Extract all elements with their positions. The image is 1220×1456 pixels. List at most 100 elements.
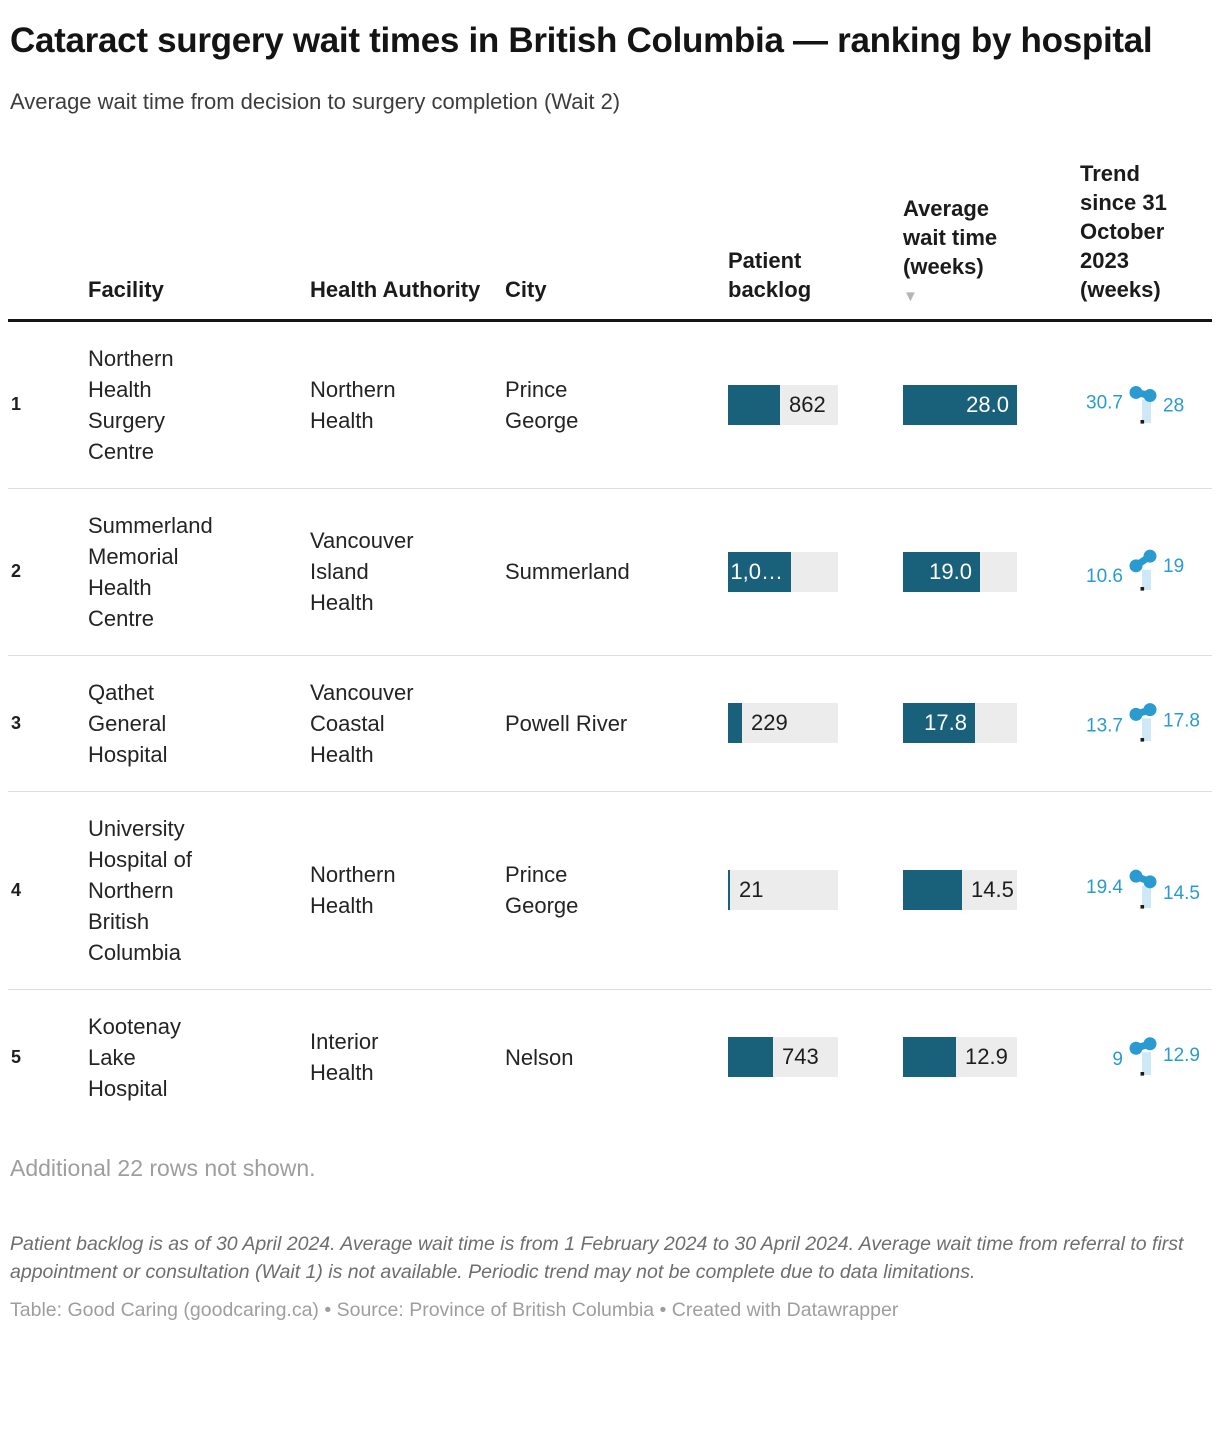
trend-sparkline-icon (1129, 385, 1157, 424)
patient-backlog-value: 862 (789, 391, 826, 417)
credits-text: Table: Good Caring (goodcaring.ca) • Sou… (10, 1299, 899, 1322)
header-patient-backlog[interactable]: Patient backlog (728, 247, 812, 302)
table-row: 2 Summerland Memorial Health Centre Vanc… (8, 489, 1212, 656)
patient-backlog-bar: 1,0… (728, 551, 838, 592)
average-wait-value: 28.0 (966, 391, 1009, 417)
health-authority-cell: Northern Health (310, 376, 396, 433)
facility-cell: Northern Health Surgery Centre (88, 345, 174, 464)
header-health-authority[interactable]: Health Authority (310, 276, 481, 302)
city-cell: Powell River (505, 710, 628, 736)
average-wait-value: 19.0 (929, 558, 972, 584)
trend-start-value: 19.4 (1086, 876, 1123, 898)
average-wait-bar-fill (903, 1037, 956, 1078)
patient-backlog-bar: 862 (728, 384, 838, 425)
sort-descending-icon[interactable]: ▼ (903, 287, 918, 305)
health-authority-cell: Interior Health (310, 1029, 379, 1086)
average-wait-bar-fill (903, 551, 980, 592)
average-wait-value: 17.8 (924, 710, 967, 736)
patient-backlog-cell: 743 (728, 1037, 903, 1078)
table-header-row: Facility Health Authority City Patient b… (8, 159, 1212, 322)
header-average-wait-time[interactable]: Average wait time (weeks) ▼ (903, 194, 1080, 304)
datawrapper-table-page: Cataract surgery wait times in British C… (8, 21, 1212, 1322)
table-row: 3 Qathet General Hospital Vancouver Coas… (8, 656, 1212, 792)
city-cell: Nelson (505, 1044, 574, 1070)
header-facility[interactable]: Facility (88, 276, 164, 302)
table-row: 4 University Hospital of Northern Britis… (8, 792, 1212, 990)
average-wait-bar-fill (903, 870, 962, 911)
trend-sparkline-icon (1129, 1037, 1157, 1076)
table-body: 1 Northern Health Surgery Centre Norther… (8, 322, 1212, 1125)
patient-backlog-cell: 862 (728, 384, 903, 425)
facility-cell: Kootenay Lake Hospital (88, 1013, 181, 1101)
trend-start-value: 30.7 (1086, 392, 1123, 414)
trend-end-value: 19 (1163, 556, 1185, 578)
patient-backlog-bar-fill (728, 703, 742, 744)
trend-end-value: 28 (1163, 395, 1185, 417)
trend-sparkline-icon (1129, 549, 1157, 591)
row-rank: 1 (11, 394, 22, 415)
patient-backlog-value: 21 (739, 877, 764, 903)
page-subtitle: Average wait time from decision to surge… (10, 88, 621, 114)
average-wait-value: 14.5 (971, 877, 1014, 903)
trend-cell: 9 12.9 (1080, 1029, 1212, 1085)
facility-cell: University Hospital of Northern British … (88, 815, 192, 965)
trend-sparkline-icon (1129, 869, 1157, 909)
average-wait-cell: 12.9 (903, 1037, 1080, 1078)
average-wait-cell: 19.0 (903, 551, 1080, 592)
average-wait-bar: 19.0 (903, 551, 1017, 592)
facility-cell: Summerland Memorial Health Centre (88, 512, 213, 631)
header-city[interactable]: City (505, 276, 547, 302)
average-wait-bar-fill (903, 703, 975, 744)
patient-backlog-cell: 1,0… (728, 551, 903, 592)
trend-sparkline-icon (1129, 703, 1157, 742)
patient-backlog-bar-fill (728, 384, 780, 425)
additional-rows-text: Additional 22 rows not shown. (10, 1154, 316, 1181)
trend-cell: 30.7 28 (1080, 377, 1212, 433)
patient-backlog-value: 1,0… (730, 558, 783, 584)
city-cell: Prince George (505, 376, 579, 433)
patient-backlog-value: 743 (782, 1044, 819, 1070)
patient-backlog-bar-fill (728, 870, 730, 911)
trend-start-value: 10.6 (1086, 565, 1123, 587)
trend-end-value: 12.9 (1163, 1044, 1200, 1066)
header-trend[interactable]: Trend since 31 October 2023 (weeks) (1080, 160, 1167, 302)
average-wait-cell: 28.0 (903, 384, 1080, 425)
average-wait-bar: 28.0 (903, 384, 1017, 425)
row-rank: 3 (11, 712, 22, 733)
patient-backlog-value: 229 (751, 710, 788, 736)
patient-backlog-cell: 21 (728, 870, 903, 911)
trend-cell: 19.4 14.5 (1080, 862, 1212, 918)
trend-cell: 13.7 17.8 (1080, 695, 1212, 751)
header-average-wait-time-label: Average wait time (weeks) (903, 195, 998, 279)
patient-backlog-bar-fill (728, 551, 791, 592)
average-wait-bar-fill (903, 384, 1017, 425)
trend-start-value: 13.7 (1086, 715, 1123, 737)
city-cell: Prince George (505, 862, 579, 919)
health-authority-cell: Northern Health (310, 862, 396, 919)
row-rank: 5 (11, 1046, 22, 1067)
table-row: 1 Northern Health Surgery Centre Norther… (8, 322, 1212, 489)
health-authority-cell: Vancouver Island Health (310, 528, 414, 616)
table-row: 5 Kootenay Lake Hospital Interior Health… (8, 990, 1212, 1125)
average-wait-bar: 12.9 (903, 1037, 1017, 1078)
average-wait-cell: 17.8 (903, 703, 1080, 744)
patient-backlog-bar: 229 (728, 703, 838, 744)
page-title: Cataract surgery wait times in British C… (10, 21, 1153, 60)
facility-cell: Qathet General Hospital (88, 679, 168, 767)
trend-cell: 10.6 19 (1080, 544, 1212, 600)
patient-backlog-cell: 229 (728, 703, 903, 744)
patient-backlog-bar: 743 (728, 1037, 838, 1078)
row-rank: 4 (11, 879, 22, 900)
patient-backlog-bar: 21 (728, 870, 838, 911)
trend-end-value: 14.5 (1163, 882, 1200, 904)
average-wait-value: 12.9 (965, 1044, 1008, 1070)
trend-end-value: 17.8 (1163, 710, 1200, 732)
row-rank: 2 (11, 561, 22, 582)
health-authority-cell: Vancouver Coastal Health (310, 679, 414, 767)
trend-start-value: 9 (1112, 1048, 1123, 1070)
city-cell: Summerland (505, 559, 630, 585)
average-wait-cell: 14.5 (903, 870, 1080, 911)
average-wait-bar: 14.5 (903, 870, 1017, 911)
average-wait-bar: 17.8 (903, 703, 1017, 744)
patient-backlog-bar-fill (728, 1037, 773, 1078)
